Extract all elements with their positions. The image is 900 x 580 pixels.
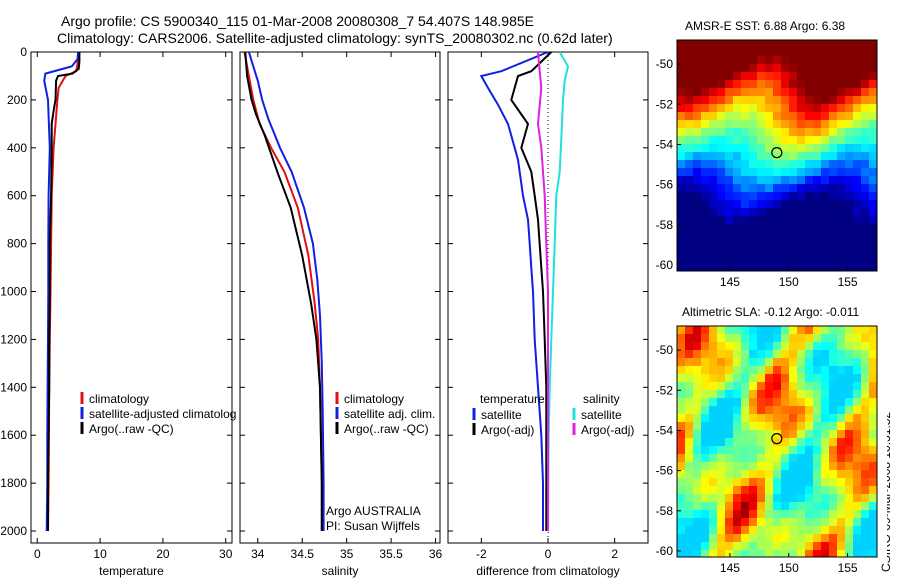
series-line-black [47,52,81,531]
y-tick-label: 800 [7,237,27,251]
y-tick-label: 600 [7,189,27,203]
series-line-black [244,52,323,531]
y-tick-label: 400 [7,141,27,155]
y-tick-label: -50 [656,57,674,71]
series-line-blue [479,52,549,531]
legend-label: satellite [481,408,522,422]
y-tick-label: -58 [656,218,674,232]
sla-map: 145 150 155 -50 -52 -54 -56 -58 -60 [656,324,887,575]
legend-label: satellite-adjusted climatolog [89,407,236,421]
x-tick-label: 35.5 [379,547,403,561]
x-tick-label: 30 [219,547,233,561]
x-tick-label: 150 [779,275,799,289]
map-frame [676,325,878,558]
legend-label: Argo(..raw -QC) [89,422,174,436]
x-axis-label: salinity [322,564,359,578]
x-tick-label: -2 [476,547,487,561]
x-tick-label: 10 [93,547,107,561]
y-tick-label: -56 [656,464,674,478]
legend-label: climatology [89,392,149,406]
series-line-magenta [536,52,549,531]
figure-title-line2: Climatology: CARS2006. Satellite-adjuste… [57,30,613,46]
profile-panel-1: 0 10 20 30 0 200 400 600 800 1000 1200 1400 1600 1800… [0,45,236,578]
x-tick-label: 155 [838,275,858,289]
y-tick-label: -50 [656,343,674,357]
y-tick-label: 0 [20,45,27,59]
y-tick-label: -60 [656,544,674,558]
x-tick-label: 145 [720,561,740,575]
legend-label: Argo(..raw -QC) [344,422,429,436]
series-line-blue [247,52,325,531]
legend-title: temperature [480,392,545,406]
x-tick-label: 155 [838,561,858,575]
series-line-black [510,52,552,531]
y-tick-label: 1800 [0,476,27,490]
float-position-marker [771,147,783,159]
y-tick-label: 1200 [0,332,27,346]
y-tick-label: -58 [656,504,674,518]
sla-map-title: Altimetric SLA: -0.12 Argo: -0.011 [682,305,860,319]
legend-label: climatology [344,392,404,406]
x-tick-label: 36 [429,547,443,561]
x-tick-label: 150 [779,561,799,575]
x-tick-label: 34 [251,547,265,561]
y-tick-label: 2000 [0,524,27,538]
map-frame [676,39,878,272]
y-tick-label: -54 [656,423,674,437]
legend-label: satellite adj. clim. [344,407,435,421]
y-tick-label: -54 [656,137,674,151]
figure-title-line1: Argo profile: CS 5900340_115 01-Mar-2008… [61,13,534,29]
legend-label: Argo(-adj) [481,423,534,437]
x-tick-label: 0 [545,547,552,561]
x-tick-label: 0 [34,547,41,561]
sst-map-title: AMSR-E SST: 6.88 Argo: 6.38 [685,19,846,33]
float-position-marker [771,433,783,445]
x-tick-label: 20 [156,547,170,561]
y-tick-label: -56 [656,178,674,192]
y-tick-label: -52 [656,383,674,397]
x-axis-label: temperature [99,564,164,578]
profile-panel-2: 34 34.5 35 35.5 36 salinity climatologysatelli… [239,51,443,578]
legend-label: satellite [581,408,622,422]
y-tick-label: -60 [656,258,674,272]
annotation-text: Argo AUSTRALIA [326,504,421,518]
sst-map: 145 150 155 -50 -52 -54 -56 -58 -60 [656,38,887,289]
legend-title: salinity [583,392,620,406]
y-tick-label: -52 [656,97,674,111]
y-tick-label: 1600 [0,428,27,442]
x-tick-label: 34.5 [291,547,315,561]
legend-label: Argo(-adj) [581,423,634,437]
x-tick-label: 145 [720,275,740,289]
plot-frame [30,51,233,544]
x-tick-label: 35 [340,547,354,561]
y-tick-label: 1000 [0,285,27,299]
y-tick-label: 1400 [0,380,27,394]
y-tick-label: 200 [7,93,27,107]
x-tick-label: 2 [611,547,618,561]
profile-panel-3: -2 0 2 difference from climatology temperatu… [447,51,649,578]
annotation-text: PI: Susan Wijffels [326,519,420,533]
x-axis-label: difference from climatology [476,564,619,578]
